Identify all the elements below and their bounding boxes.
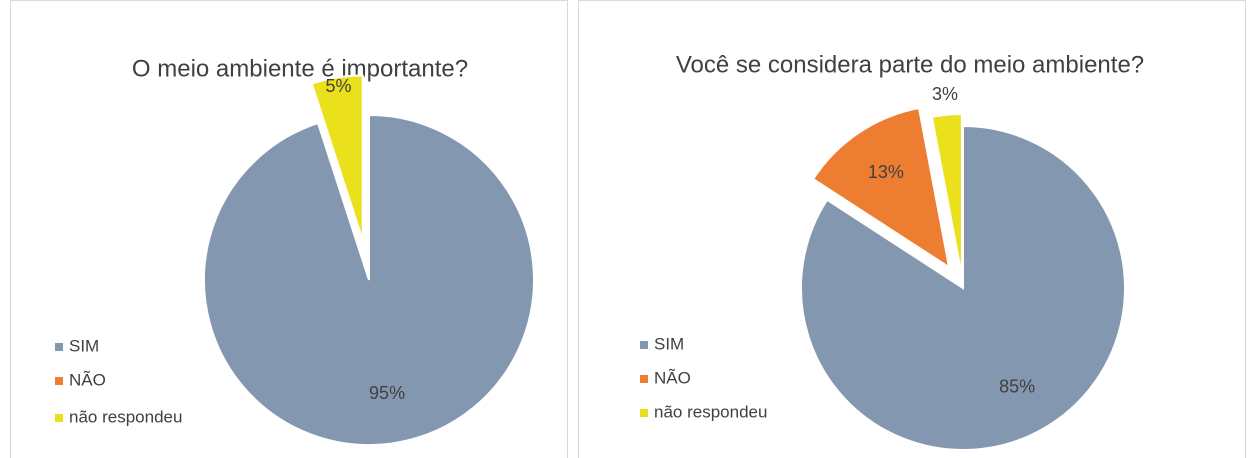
data-label: 13% [868, 162, 904, 182]
legend-label: SIM [69, 336, 99, 355]
legend-label: não respondeu [69, 407, 182, 426]
legend-swatch [55, 343, 63, 351]
chart-title: Você se considera parte do meio ambiente… [676, 51, 1144, 78]
panel-border [10, 0, 568, 458]
pie-slice [203, 113, 535, 446]
pie-slice [800, 124, 1126, 451]
pie-slice [811, 106, 951, 270]
legend-label: NÃO [69, 370, 106, 389]
pie-slice [930, 113, 963, 277]
legend-swatch [55, 377, 63, 385]
data-label: 95% [369, 383, 405, 403]
data-label: 3% [932, 84, 958, 104]
pie-slice [310, 74, 364, 241]
legend-swatch [640, 341, 648, 349]
legend-swatch [55, 414, 63, 422]
data-label: 85% [999, 376, 1035, 396]
data-label: 5% [325, 76, 351, 96]
chart-title: O meio ambiente é importante? [132, 55, 468, 82]
legend-label: NÃO [654, 368, 691, 387]
panel-border [578, 0, 1246, 458]
legend-swatch [640, 409, 648, 417]
legend-label: SIM [654, 334, 684, 353]
legend-swatch [640, 375, 648, 383]
legend-label: não respondeu [654, 402, 767, 421]
